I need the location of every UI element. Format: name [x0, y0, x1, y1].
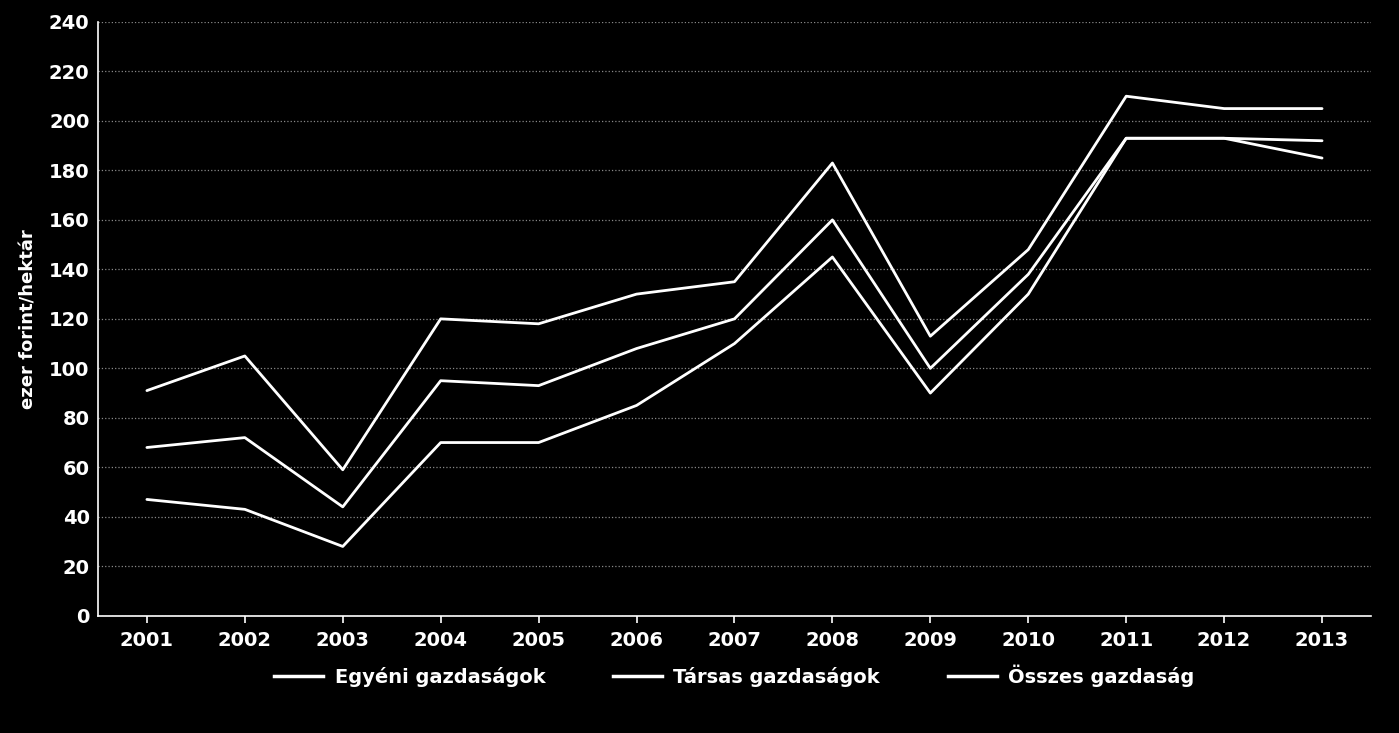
Line: Összes gazdaság: Összes gazdaság [147, 139, 1322, 507]
Egyéni gazdaságok [726, 339, 743, 348]
Egyéni gazdaságok [334, 542, 351, 551]
Egyéni gazdaságok [1118, 134, 1135, 143]
Line: Egyéni gazdaságok: Egyéni gazdaságok [147, 139, 1322, 546]
Összes gazdaság [824, 216, 841, 224]
Összes gazdaság [922, 364, 939, 372]
Egyéni gazdaságok [139, 495, 155, 504]
Összes gazdaság [1020, 270, 1037, 279]
Társas gazdaságok [530, 320, 547, 328]
Egyéni gazdaságok [432, 438, 449, 447]
Y-axis label: ezer forint/hektár: ezer forint/hektár [20, 229, 38, 409]
Összes gazdaság [530, 381, 547, 390]
Társas gazdaságok [1020, 245, 1037, 254]
Társas gazdaságok [334, 465, 351, 474]
Társas gazdaságok [1314, 104, 1330, 113]
Legend: Egyéni gazdaságok, Társas gazdaságok, Összes gazdaság: Egyéni gazdaságok, Társas gazdaságok, Ös… [266, 657, 1203, 695]
Line: Társas gazdaságok: Társas gazdaságok [147, 96, 1322, 470]
Összes gazdaság [1314, 136, 1330, 145]
Összes gazdaság [432, 376, 449, 385]
Egyéni gazdaságok [1314, 154, 1330, 163]
Összes gazdaság [334, 503, 351, 512]
Egyéni gazdaságok [236, 505, 253, 514]
Társas gazdaságok [432, 314, 449, 323]
Összes gazdaság [628, 344, 645, 353]
Társas gazdaságok [824, 158, 841, 167]
Összes gazdaság [236, 433, 253, 442]
Egyéni gazdaságok [1020, 290, 1037, 298]
Összes gazdaság [139, 443, 155, 452]
Összes gazdaság [726, 314, 743, 323]
Társas gazdaságok [1216, 104, 1233, 113]
Egyéni gazdaságok [530, 438, 547, 447]
Összes gazdaság [1216, 134, 1233, 143]
Egyéni gazdaságok [628, 401, 645, 410]
Egyéni gazdaságok [824, 253, 841, 262]
Társas gazdaságok [1118, 92, 1135, 100]
Társas gazdaságok [628, 290, 645, 298]
Egyéni gazdaságok [922, 388, 939, 397]
Társas gazdaságok [139, 386, 155, 395]
Társas gazdaságok [726, 277, 743, 286]
Társas gazdaságok [922, 332, 939, 341]
Társas gazdaságok [236, 352, 253, 361]
Összes gazdaság [1118, 134, 1135, 143]
Egyéni gazdaságok [1216, 134, 1233, 143]
